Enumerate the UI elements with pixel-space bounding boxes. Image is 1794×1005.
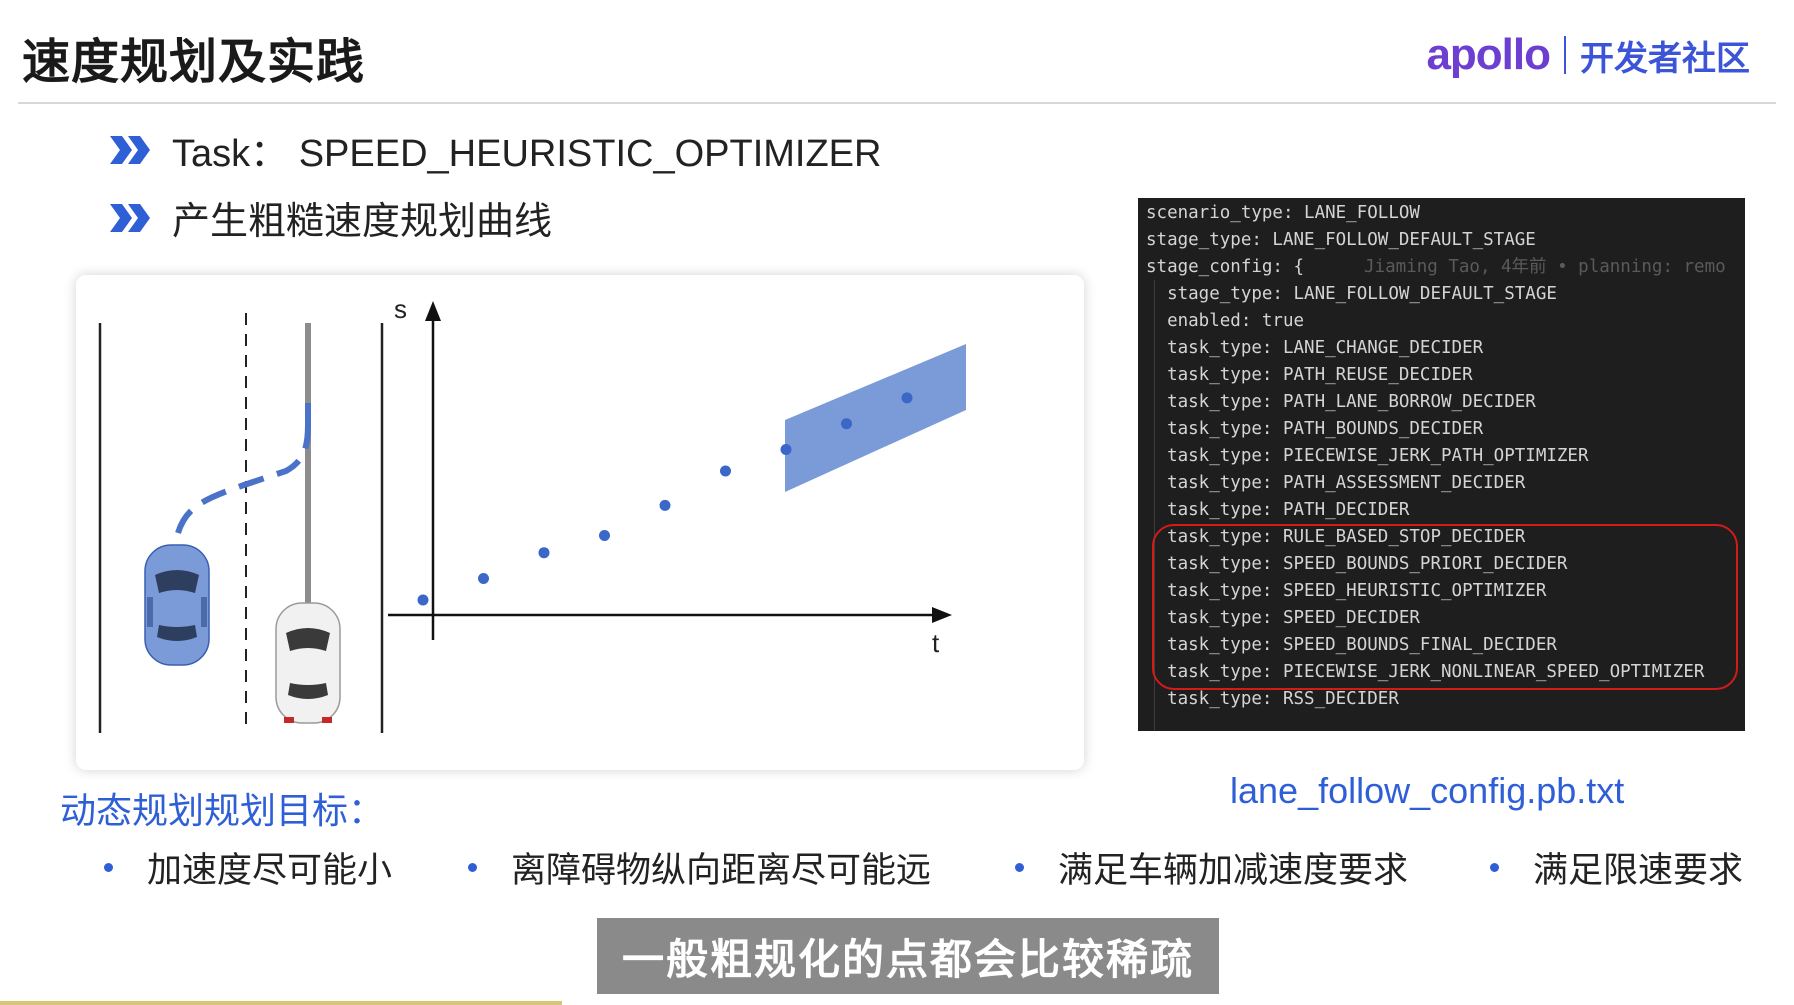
bullet-dot-icon	[104, 863, 113, 872]
st-points	[417, 392, 913, 606]
double-chevron-icon	[110, 135, 150, 164]
config-line-text: task_type: SPEED_BOUNDS_FINAL_DECIDER	[1146, 635, 1557, 655]
planned-lane-change-path	[175, 424, 311, 534]
config-panel: scenario_type: LANE_FOLLOW stage_type: LA…	[1138, 198, 1745, 731]
goal-item-label: 加速度尽可能小	[147, 851, 393, 891]
config-line: task_type: SPEED_HEURISTIC_OPTIMIZER	[1146, 578, 1546, 605]
config-line: task_type: SPEED_BOUNDS_PRIORI_DECIDER	[1146, 551, 1567, 578]
config-line: task_type: RULE_BASED_STOP_DECIDER	[1146, 524, 1525, 551]
config-line-text: task_type: PIECEWISE_JERK_NONLINEAR_SPEE…	[1146, 662, 1705, 682]
subtitle-caption: 一般粗规化的点都会比较稀疏	[597, 918, 1219, 994]
st-point	[841, 418, 852, 430]
git-blame-annotation: Jiaming Tao, 4年前 • planning: remo	[1364, 257, 1726, 277]
title-divider	[18, 102, 1776, 104]
s-axis-label: s	[394, 294, 407, 324]
config-line-text: task_type: PATH_REUSE_DECIDER	[1146, 365, 1473, 385]
config-line-text: stage_config: {	[1146, 257, 1305, 277]
config-line-text: task_type: RULE_BASED_STOP_DECIDER	[1146, 527, 1526, 547]
logo-divider	[1564, 36, 1566, 74]
config-line-text: task_type: RSS_DECIDER	[1146, 689, 1399, 709]
bullet-dot-icon	[468, 863, 477, 872]
config-line-text: task_type: PATH_DECIDER	[1146, 500, 1410, 520]
t-axis-label: t	[932, 628, 940, 658]
config-line: task_type: PATH_BOUNDS_DECIDER	[1146, 416, 1483, 443]
bullet-dot-icon	[1015, 863, 1024, 872]
config-line: stage_type: LANE_FOLLOW_DEFAULT_STAGE	[1146, 281, 1557, 308]
t-axis-arrow-icon	[932, 607, 952, 623]
bullet-dot-icon	[1490, 863, 1499, 872]
config-indent-guide	[1154, 280, 1155, 730]
config-line: stage_type: LANE_FOLLOW_DEFAULT_STAGE	[1146, 227, 1536, 254]
bottom-progress-strip	[0, 1001, 562, 1005]
ego-vehicle	[144, 544, 210, 666]
double-chevron-icon	[110, 203, 150, 232]
st-point	[599, 530, 610, 541]
bullet-task: Task： SPEED_HEURISTIC_OPTIMIZER	[108, 122, 881, 177]
goal-heading: 动态规划规划目标：	[60, 791, 385, 832]
config-line-text: task_type: LANE_CHANGE_DECIDER	[1146, 338, 1484, 358]
obstacle-st-region	[785, 344, 966, 492]
goal-item-label: 满足车辆加减速度要求	[1058, 851, 1409, 891]
goal-item-label: 满足限速要求	[1533, 851, 1744, 891]
st-graph: s t	[388, 294, 966, 658]
slide-title: 速度规划及实践	[22, 34, 366, 90]
st-point	[780, 444, 792, 455]
config-line-text: stage_type: LANE_FOLLOW_DEFAULT_STAGE	[1146, 284, 1557, 304]
goal-item: 满足限速要求	[1490, 842, 1743, 893]
config-line-text: stage_type: LANE_FOLLOW_DEFAULT_STAGE	[1146, 230, 1536, 250]
config-line: task_type: SPEED_BOUNDS_FINAL_DECIDER	[1146, 632, 1557, 659]
st-point	[478, 573, 489, 584]
subtitle-text: 一般粗规化的点都会比较稀疏	[621, 934, 1194, 984]
apollo-logo: apollo 开发者社区	[1426, 30, 1750, 80]
speed-task-highlight	[1152, 524, 1738, 690]
config-line-text: task_type: SPEED_HEURISTIC_OPTIMIZER	[1146, 581, 1547, 601]
config-line: task_type: PATH_REUSE_DECIDER	[1146, 362, 1473, 389]
bullet-task-label: Task：	[172, 133, 289, 175]
st-graph-diagram: s t	[98, 294, 966, 733]
bullet-description: 产生粗糙速度规划曲线	[108, 190, 552, 245]
st-point	[538, 547, 550, 559]
config-line: task_type: LANE_CHANGE_DECIDER	[1146, 335, 1483, 362]
logo-community: 开发者社区	[1580, 38, 1750, 79]
config-line: task_type: PIECEWISE_JERK_PATH_OPTIMIZER	[1146, 443, 1589, 470]
logo-word: apollo	[1426, 30, 1551, 79]
st-point	[417, 594, 429, 606]
st-point	[720, 465, 731, 477]
road-scene	[98, 313, 384, 733]
config-line: stage_config: { Jiaming Tao, 4年前 • planni…	[1146, 254, 1726, 281]
config-line-text: enabled: true	[1146, 311, 1305, 331]
config-line: task_type: PATH_LANE_BORROW_DECIDER	[1146, 389, 1536, 416]
obstacle-vehicle	[275, 602, 341, 724]
config-line: task_type: SPEED_DECIDER	[1146, 605, 1420, 632]
s-axis-arrow-icon	[425, 301, 441, 321]
config-line-text: task_type: SPEED_BOUNDS_PRIORI_DECIDER	[1146, 554, 1568, 574]
st-point	[901, 392, 913, 404]
config-line-text: task_type: PIECEWISE_JERK_PATH_OPTIMIZER	[1146, 446, 1589, 466]
config-line: scenario_type: LANE_FOLLOW	[1146, 200, 1420, 227]
bullet-task-value: SPEED_HEURISTIC_OPTIMIZER	[298, 133, 882, 175]
config-line-text: task_type: PATH_LANE_BORROW_DECIDER	[1146, 392, 1536, 412]
config-line-text: task_type: SPEED_DECIDER	[1146, 608, 1420, 628]
config-line: task_type: PATH_ASSESSMENT_DECIDER	[1146, 470, 1525, 497]
bullet-description-label: 产生粗糙速度规划曲线	[172, 199, 553, 243]
goal-item-label: 离障碍物纵向距离尽可能远	[511, 851, 932, 891]
config-line-text: scenario_type: LANE_FOLLOW	[1146, 203, 1420, 223]
config-line-text: task_type: PATH_ASSESSMENT_DECIDER	[1146, 473, 1526, 493]
config-line-text: task_type: PATH_BOUNDS_DECIDER	[1146, 419, 1484, 439]
config-file-caption: lane_follow_config.pb.txt	[1230, 770, 1625, 811]
config-line: task_type: PIECEWISE_JERK_NONLINEAR_SPEE…	[1146, 659, 1704, 686]
config-line: enabled: true	[1146, 308, 1304, 335]
st-point	[659, 499, 671, 511]
goal-item: 加速度尽可能小	[104, 842, 392, 893]
diagram-card: s t	[76, 275, 1084, 770]
goal-item: 满足车辆加减速度要求	[1015, 842, 1408, 893]
config-line: task_type: PATH_DECIDER	[1146, 497, 1409, 524]
config-line: task_type: RSS_DECIDER	[1146, 686, 1399, 713]
goal-item: 离障碍物纵向距离尽可能远	[468, 842, 931, 893]
